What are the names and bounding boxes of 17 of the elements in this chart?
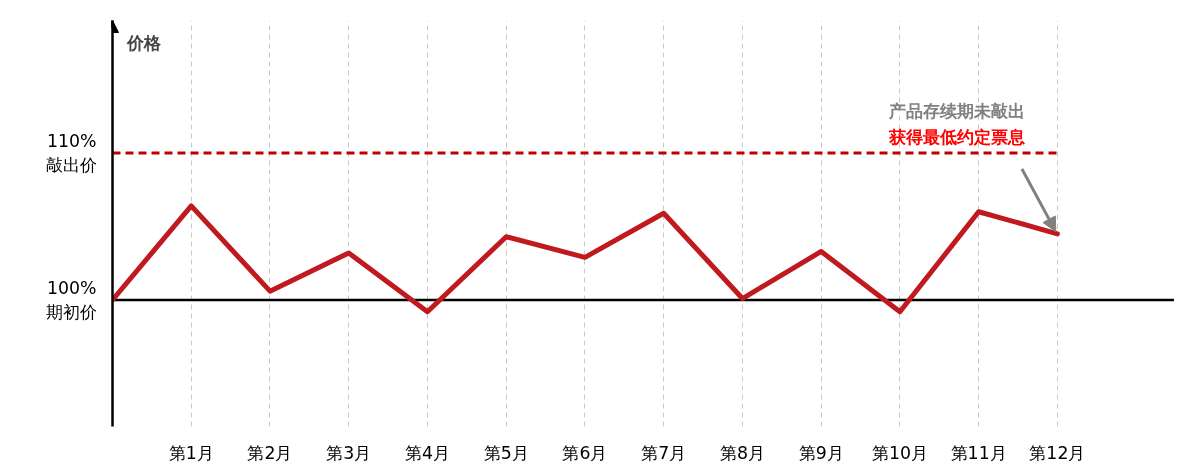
- x-tick-label: 第1月: [168, 442, 214, 463]
- x-tick-label: 第10月: [871, 442, 928, 463]
- x-tick-label: 第7月: [641, 442, 687, 463]
- x-tick-label: 第4月: [404, 442, 450, 463]
- y-tick-label: 100% 期初价: [45, 277, 97, 322]
- x-tick-label: 第8月: [719, 442, 765, 463]
- x-tick-label: 第2月: [247, 442, 293, 463]
- y-tick-label: 110% 敲出价: [45, 130, 97, 175]
- x-tick-label: 第9月: [798, 442, 844, 463]
- x-tick-label: 第11月: [950, 442, 1007, 463]
- annotation: 获得最低约定票息: [888, 126, 1027, 147]
- x-tick-label: 第12月: [1029, 442, 1086, 463]
- x-tick-label: 第5月: [483, 442, 529, 463]
- annotation: 产品存续期未敲出: [888, 100, 1026, 121]
- annotation: 价格: [125, 32, 162, 53]
- x-tick-label: 第3月: [326, 442, 372, 463]
- x-tick-label: 第6月: [562, 442, 608, 463]
